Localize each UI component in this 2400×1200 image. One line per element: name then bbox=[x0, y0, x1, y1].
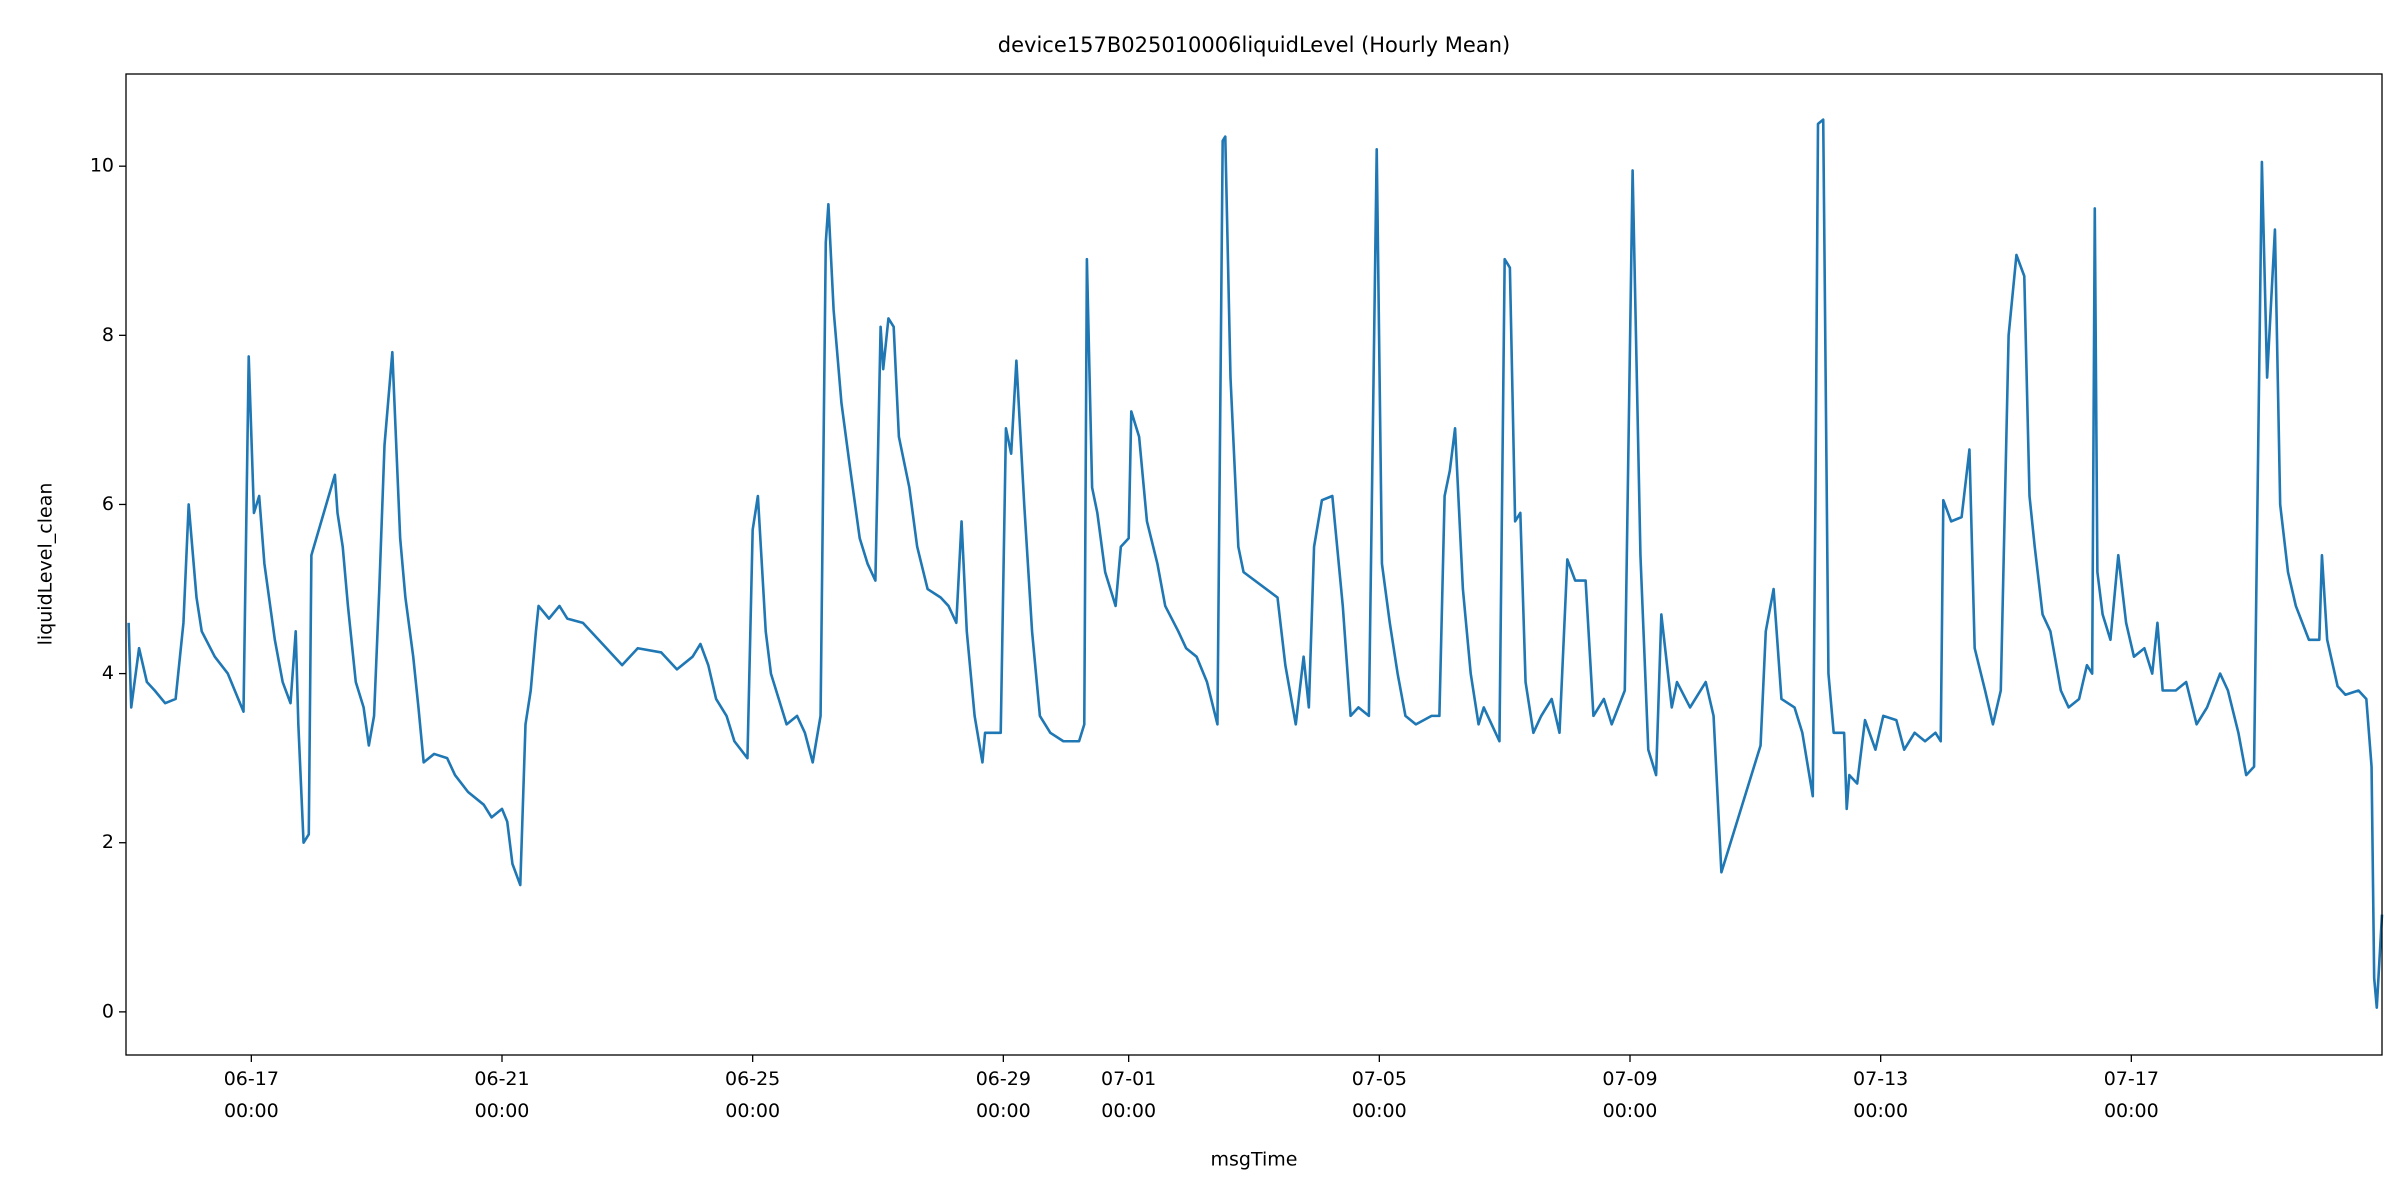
x-tick-label: 06-25 00:00 bbox=[725, 1068, 780, 1122]
y-tick-label: 0 bbox=[102, 1000, 114, 1022]
chart-title: device157B025010006liquidLevel (Hourly M… bbox=[998, 33, 1510, 57]
x-tick-label: 06-17 00:00 bbox=[224, 1068, 279, 1122]
x-tick-label: 07-01 00:00 bbox=[1101, 1068, 1156, 1122]
x-axis-label: msgTime bbox=[1211, 1149, 1298, 1171]
x-tick-label: 06-29 00:00 bbox=[976, 1068, 1031, 1122]
x-tick-label: 07-13 00:00 bbox=[1853, 1068, 1908, 1122]
y-tick-label: 10 bbox=[90, 155, 114, 177]
y-tick-label: 2 bbox=[102, 831, 114, 853]
y-tick-label: 4 bbox=[102, 662, 114, 684]
data-line bbox=[127, 118, 2384, 1009]
x-tick-label: 07-17 00:00 bbox=[2104, 1068, 2159, 1122]
x-tick-label: 06-21 00:00 bbox=[474, 1068, 529, 1122]
x-tick-label: 07-09 00:00 bbox=[1602, 1068, 1657, 1122]
x-tick-label: 07-05 00:00 bbox=[1352, 1068, 1407, 1122]
plot-frame bbox=[125, 73, 2383, 1056]
y-tick-label: 6 bbox=[102, 493, 114, 515]
y-axis-label: liquidLevel_clean bbox=[35, 483, 57, 646]
y-tick-label: 8 bbox=[102, 324, 114, 346]
